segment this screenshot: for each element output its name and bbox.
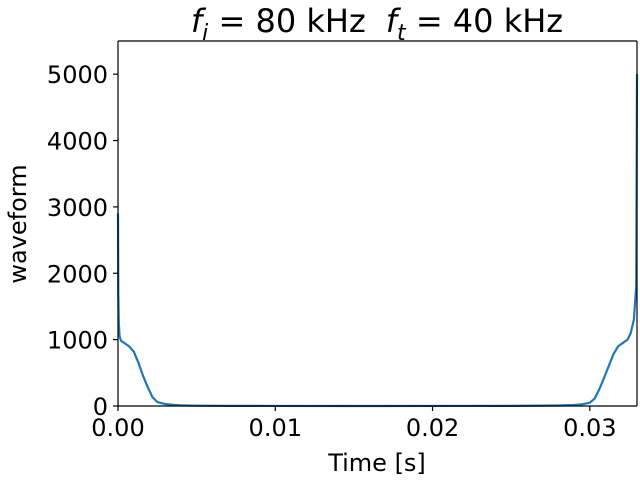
- chart-title: fi = 80 kHz ft = 40 kHz: [191, 2, 563, 46]
- x-tick-label: 0.00: [91, 414, 144, 442]
- title-fi-value: = 80 kHz: [208, 2, 365, 40]
- y-tick-label: 0: [93, 393, 108, 421]
- y-tick-label: 3000: [47, 194, 108, 222]
- y-axis-label: waveform: [4, 164, 32, 283]
- title-fi-subscript: i: [202, 21, 208, 46]
- x-axis-ticks: 0.00 0.01 0.02 0.03: [91, 406, 617, 442]
- title-ft-value: = 40 kHz: [406, 2, 563, 40]
- plot-area: [118, 41, 637, 406]
- x-tick-label: 0.01: [249, 414, 302, 442]
- x-axis-label: Time [s]: [327, 449, 426, 477]
- x-tick-label: 0.02: [406, 414, 459, 442]
- plot-frame: [117, 40, 638, 407]
- x-tick-label: 0.03: [563, 414, 616, 442]
- y-tick-label: 4000: [47, 128, 108, 156]
- y-tick-label: 5000: [47, 61, 108, 89]
- y-axis-ticks: 0 1000 2000 3000 4000 5000: [47, 61, 118, 421]
- y-tick-label: 2000: [47, 260, 108, 288]
- y-tick-label: 1000: [47, 327, 108, 355]
- title-ft-subscript: t: [397, 21, 407, 46]
